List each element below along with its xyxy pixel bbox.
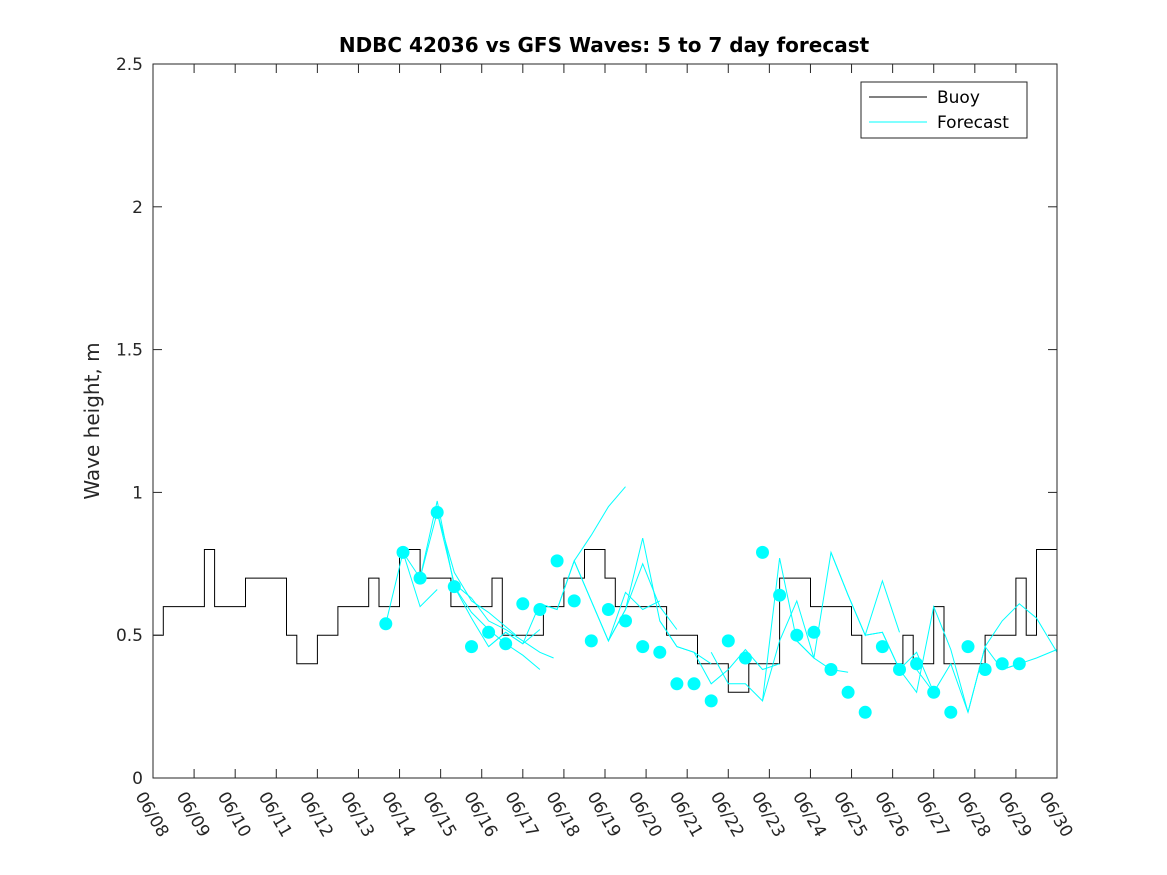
x-tick-label: 06/09	[172, 789, 214, 841]
forecast-marker	[670, 677, 684, 691]
forecast-marker	[910, 657, 924, 671]
forecast-marker	[379, 617, 393, 631]
legend-forecast-label: Forecast	[937, 113, 1009, 133]
x-tick-label: 06/20	[624, 789, 666, 841]
y-axis-label: Wave height, m	[80, 342, 104, 499]
forecast-line-15	[916, 645, 1020, 715]
forecast-marker	[499, 637, 513, 651]
forecast-marker	[413, 571, 427, 585]
forecast-marker	[790, 628, 804, 642]
forecast-marker	[995, 657, 1009, 671]
forecast-marker	[584, 634, 598, 648]
forecast-marker	[516, 597, 530, 611]
forecast-marker	[738, 651, 752, 665]
forecast-marker	[430, 505, 444, 519]
forecast-marker	[1012, 657, 1026, 671]
forecast-line-6	[539, 559, 661, 643]
forecast-marker	[773, 588, 787, 602]
x-tick-label: 06/15	[418, 789, 460, 841]
x-tick-label: 06/24	[788, 789, 830, 841]
forecast-marker	[721, 634, 735, 648]
forecast-marker	[978, 663, 992, 676]
y-tick-label: 1	[132, 483, 143, 503]
forecast-line-17	[1002, 649, 1058, 670]
axis-ticks: 00.511.522.506/08 06/09 06/10 06/11 06/12 06/…	[116, 55, 1077, 841]
forecast-marker	[465, 640, 478, 654]
chart-title: NDBC 42036 vs GFS Waves: 5 to 7 day fore…	[339, 33, 870, 57]
forecast-line-16	[967, 603, 1058, 713]
forecast-marker	[927, 685, 941, 699]
forecast-marker	[858, 705, 872, 719]
forecast-marker	[961, 640, 975, 654]
forecast-marker	[704, 694, 718, 708]
x-tick-label: 06/25	[829, 789, 871, 841]
x-tick-label: 06/16	[459, 789, 501, 841]
forecast-marker	[824, 663, 838, 676]
forecast-marker	[567, 594, 581, 608]
forecast-line-2	[419, 500, 541, 670]
plot-area	[153, 486, 1058, 719]
y-tick-label: 0	[132, 769, 143, 789]
x-tick-label: 06/29	[994, 789, 1036, 841]
x-tick-label: 06/18	[542, 789, 584, 841]
forecast-line-9	[659, 620, 780, 685]
x-tick-label: 06/23	[747, 789, 789, 841]
forecast-marker	[841, 685, 855, 699]
y-tick-label: 2	[132, 198, 143, 218]
legend-box	[860, 81, 1028, 139]
buoy-line	[153, 549, 1058, 693]
forecast-marker	[875, 640, 889, 654]
axes-frame	[152, 63, 1058, 779]
forecast-marker	[619, 614, 632, 628]
forecast-marker	[756, 545, 769, 559]
x-tick-label: 06/21	[665, 789, 707, 841]
y-tick-label: 0.5	[116, 626, 143, 646]
forecast-marker	[944, 705, 958, 719]
forecast-marker	[893, 663, 906, 676]
forecast-line-11	[762, 599, 849, 702]
x-tick-label: 06/17	[500, 789, 542, 841]
forecast-marker	[636, 640, 650, 654]
x-tick-label: 06/27	[911, 789, 953, 841]
x-tick-label: 06/08	[131, 789, 173, 841]
x-tick-label: 06/26	[870, 789, 912, 841]
x-tick-label: 06/12	[295, 789, 337, 841]
forecast-marker	[482, 625, 496, 639]
forecast-line-4	[453, 586, 541, 648]
forecast-marker	[807, 625, 821, 639]
x-tick-label: 06/11	[254, 789, 296, 841]
forecast-marker	[653, 645, 667, 659]
forecast-marker	[550, 554, 564, 568]
forecast-line-14	[865, 604, 969, 713]
y-tick-label: 1.5	[116, 341, 143, 361]
x-tick-label: 06/10	[213, 789, 255, 841]
y-tick-label: 2.5	[116, 55, 143, 75]
x-tick-label: 06/28	[952, 789, 994, 841]
x-tick-label: 06/14	[377, 789, 419, 841]
legend: Buoy Forecast	[860, 81, 1028, 139]
x-tick-label: 06/30	[1035, 789, 1077, 841]
legend-buoy-label: Buoy	[937, 88, 980, 108]
forecast-marker	[601, 603, 615, 616]
forecast-marker	[533, 603, 547, 616]
x-tick-label: 06/22	[706, 789, 748, 841]
forecast-line-0	[385, 550, 438, 624]
forecast-marker	[687, 677, 701, 691]
x-tick-label: 06/19	[583, 789, 625, 841]
forecast-line-7	[573, 560, 678, 643]
x-tick-label: 06/13	[336, 789, 378, 841]
forecast-marker	[447, 580, 461, 594]
forecast-marker	[396, 545, 410, 559]
